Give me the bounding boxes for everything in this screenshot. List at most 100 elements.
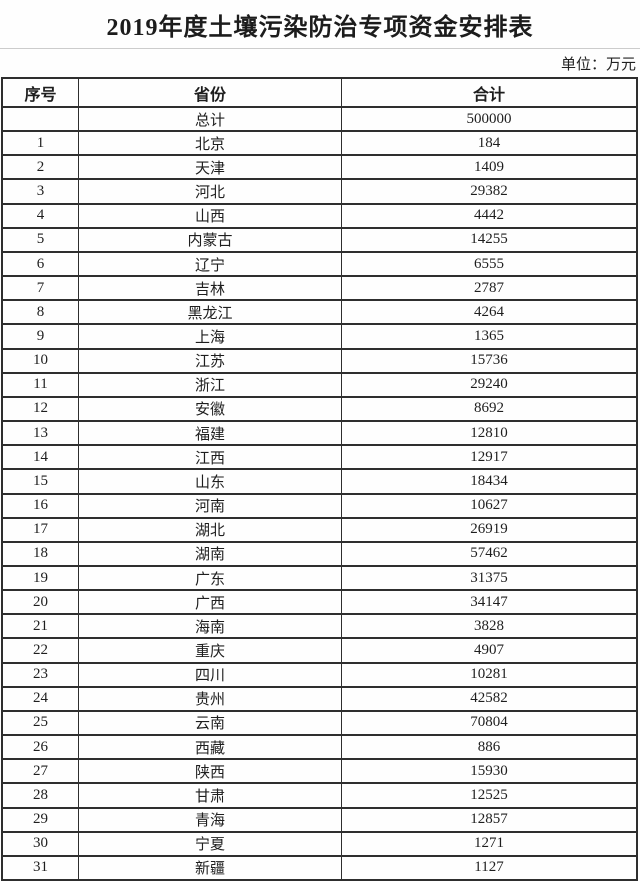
table-row: 25 云南 70804 [3, 709, 636, 735]
row-province-cell: 河南 [78, 494, 341, 517]
row-province-cell: 江西 [78, 446, 341, 469]
row-total-cell: 10281 [341, 663, 636, 686]
table-row: 13 福建 12810 [3, 420, 636, 445]
table-row: 28 甘肃 12525 [3, 782, 636, 807]
row-total-cell: 34147 [341, 591, 636, 614]
row-serial-number-cell: 12 [33, 400, 48, 417]
row-serial-number-cell: 24 [33, 690, 48, 707]
header-serial-number: 序号 [24, 86, 57, 104]
row-province-cell: 湖北 [78, 518, 341, 541]
row-province-cell: 广东 [78, 566, 341, 590]
table-row: 7 吉林 2787 [3, 275, 636, 300]
row-province-cell: 甘肃 [78, 784, 341, 807]
row-province-cell: 上海 [78, 325, 341, 348]
row-serial-number-cell: 7 [36, 279, 45, 296]
row-total-cell: 4264 [341, 301, 636, 324]
row-serial-number-cell: 30 [33, 835, 48, 852]
row-province-cell: 云南 [78, 711, 341, 735]
row-serial-number-cell: 17 [33, 521, 48, 538]
row-serial-number-cell: 25 [33, 714, 48, 731]
table-row: 16 河南 10627 [3, 492, 636, 517]
row-province-cell: 新疆 [78, 856, 341, 879]
table-row: 14 江西 12917 [3, 444, 636, 469]
row-total-cell: 1271 [341, 832, 636, 855]
row-serial-number-cell: 21 [33, 617, 48, 634]
row-province-cell: 西藏 [78, 736, 341, 759]
table-row: 1 北京 184 [3, 130, 636, 155]
row-province-cell: 青海 [78, 808, 341, 831]
row-total-cell: 12917 [341, 446, 636, 469]
table-row: 31 新疆 1127 [3, 854, 636, 879]
row-province-cell: 北京 [78, 132, 341, 155]
row-province-cell: 广西 [78, 591, 341, 614]
table-row: 12 安徽 8692 [3, 395, 636, 421]
allocation-table: 序号 省份 合计 总计 500000 1 北京 184 2 天津 1409 3 河北 29382 4 山… [1, 77, 638, 881]
row-province-cell: 安徽 [78, 397, 341, 421]
row-serial-number-cell: 6 [36, 255, 45, 272]
row-serial-number-cell: 19 [33, 569, 48, 586]
row-serial-number-cell: 27 [33, 762, 48, 779]
row-province-cell: 海南 [78, 615, 341, 638]
table-row: 24 贵州 42582 [3, 685, 636, 710]
row-total-cell: 29382 [341, 180, 636, 203]
row-total-cell: 18434 [341, 470, 636, 493]
table-row: 15 山东 18434 [3, 468, 636, 493]
unit-label: 单位：万元 [560, 56, 636, 73]
row-total-cell: 184 [341, 132, 636, 155]
row-serial-number-cell: 31 [33, 859, 48, 876]
row-serial-number-cell: 14 [33, 448, 48, 465]
table-row: 19 广东 31375 [3, 564, 636, 590]
table-row: 22 重庆 4907 [3, 637, 636, 662]
row-total-cell: 70804 [341, 711, 636, 735]
row-province-cell: 辽宁 [78, 252, 341, 276]
row-serial-number-cell: 16 [33, 497, 48, 514]
row-province-cell: 浙江 [78, 373, 341, 396]
row-total-cell: 29240 [341, 373, 636, 396]
table-row: 17 湖北 26919 [3, 516, 636, 541]
row-province-cell: 河北 [78, 180, 341, 203]
row-serial-number-cell: 8 [36, 303, 45, 320]
page-title: 2019年度土壤污染防治专项资金安排表 [106, 14, 534, 41]
table-row: 11 浙江 29240 [3, 371, 636, 396]
row-serial-number-cell: 5 [36, 231, 45, 248]
table-row: 30 宁夏 1271 [3, 830, 636, 855]
row-serial-number-cell: 18 [33, 545, 48, 562]
row-province-cell: 福建 [78, 422, 341, 445]
row-province-cell: 黑龙江 [78, 301, 341, 324]
row-province-cell: 宁夏 [78, 832, 341, 855]
row-serial-number-cell: 3 [36, 183, 45, 200]
row-total-cell: 1409 [341, 156, 636, 179]
row-total-cell: 4907 [341, 639, 636, 662]
table-row: 2 天津 1409 [3, 154, 636, 179]
row-total-cell: 57462 [341, 542, 636, 565]
header-total: 合计 [341, 79, 636, 106]
table-row: 27 陕西 15930 [3, 758, 636, 783]
header-province: 省份 [78, 79, 341, 106]
row-total-cell: 15736 [341, 349, 636, 372]
table-row: 23 四川 10281 [3, 661, 636, 686]
row-serial-number-cell: 26 [33, 738, 48, 755]
table-row: 10 江苏 15736 [3, 347, 636, 372]
row-province-cell: 山西 [78, 204, 341, 227]
row-total-cell: 8692 [341, 397, 636, 421]
table-row: 26 西藏 886 [3, 734, 636, 759]
row-total-cell: 886 [341, 736, 636, 759]
row-province-cell: 四川 [78, 663, 341, 686]
row-serial-number-cell: 2 [36, 158, 45, 175]
title-bar: 2019年度土壤污染防治专项资金安排表 [0, 0, 640, 49]
row-province-cell: 山东 [78, 470, 341, 493]
row-province-cell: 江苏 [78, 349, 341, 372]
table-row: 18 湖南 57462 [3, 540, 636, 565]
table-row: 9 上海 1365 [3, 323, 636, 348]
table-header-row: 序号 省份 合计 [3, 79, 636, 106]
row-serial-number-cell: 4 [36, 207, 45, 224]
table-body: 总计 500000 1 北京 184 2 天津 1409 3 河北 29382 4 山西 4442 5 内蒙古… [3, 106, 636, 879]
row-serial-number-cell: 23 [33, 666, 48, 683]
table-row: 5 内蒙古 14255 [3, 226, 636, 251]
row-total-cell: 500000 [341, 108, 636, 131]
table-row: 总计 500000 [3, 106, 636, 131]
row-total-cell: 12857 [341, 808, 636, 831]
row-total-cell: 1365 [341, 325, 636, 348]
row-total-cell: 12810 [341, 422, 636, 445]
